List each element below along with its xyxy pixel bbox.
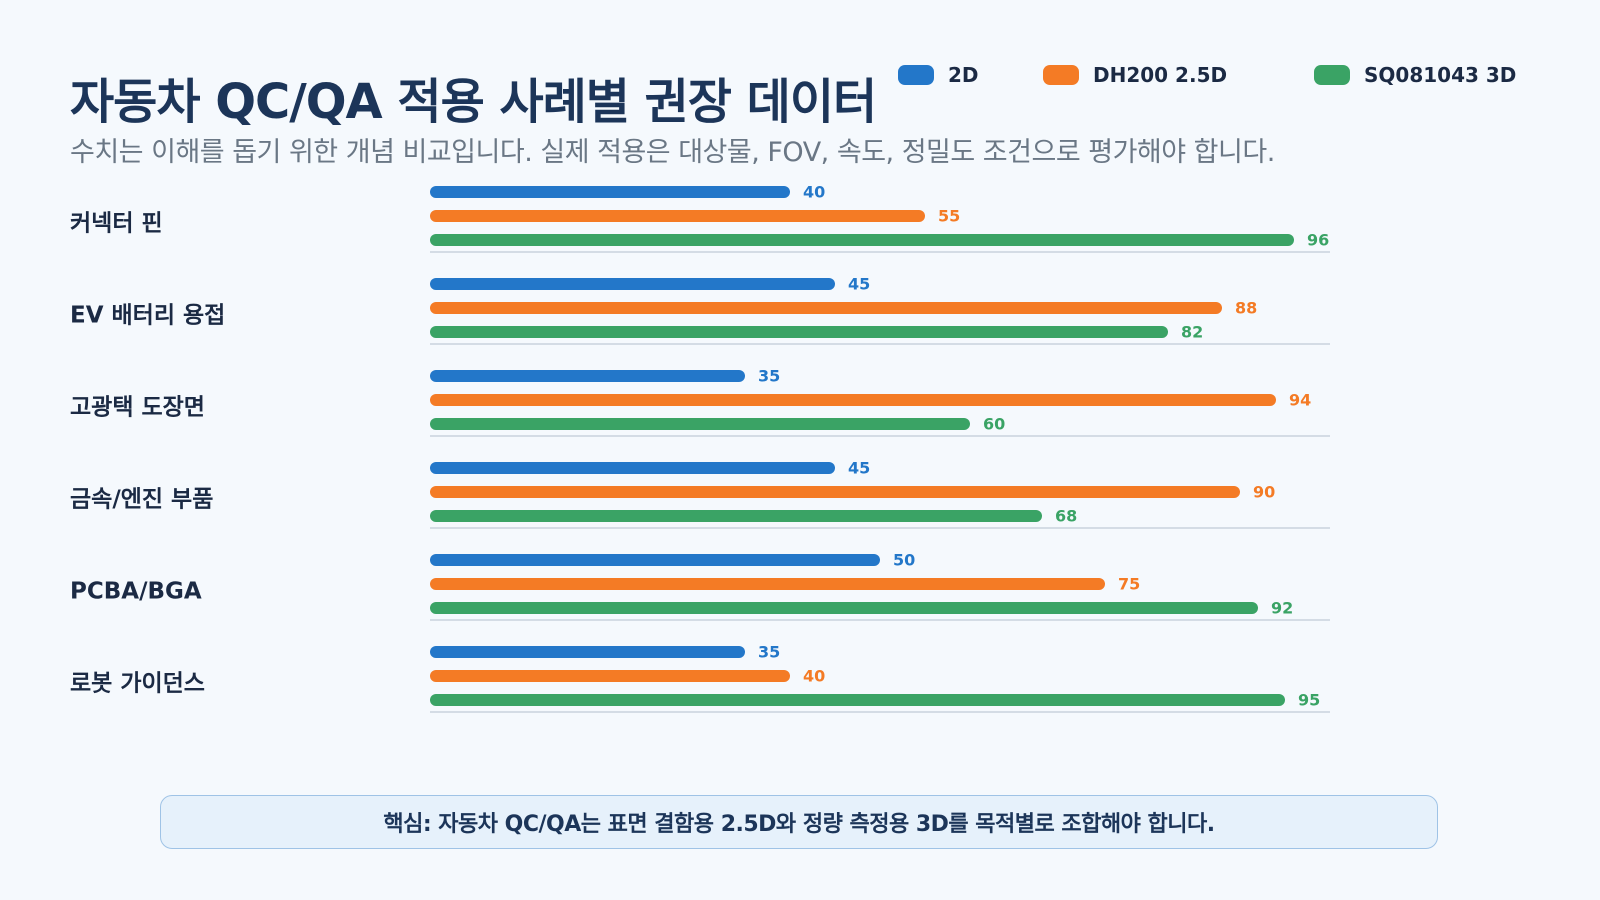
- data-label: 55: [938, 207, 960, 226]
- data-label: 40: [803, 183, 825, 202]
- bar: [430, 186, 790, 198]
- data-label: 92: [1271, 599, 1293, 618]
- bar: [430, 486, 1240, 498]
- page-subtitle: 수치는 이해를 돕기 위한 개념 비교입니다. 실제 적용은 대상물, FOV,…: [70, 137, 1275, 168]
- bar: [430, 302, 1222, 314]
- data-label: 96: [1307, 231, 1329, 250]
- category-label: EV 배터리 용접: [70, 303, 225, 329]
- data-label: 88: [1235, 299, 1257, 318]
- bar-chart: 커넥터 핀 40 55 96 EV 배터리 용접 45 88 82 고광택 도장면 35 94 60 금…: [70, 183, 1330, 713]
- legend-item-2d: 2D: [898, 60, 979, 90]
- bar: [430, 278, 835, 290]
- data-label: 75: [1118, 575, 1140, 594]
- legend-item-2-5d: DH200 2.5D: [1043, 60, 1227, 90]
- legend-label-2-5d: DH200 2.5D: [1093, 63, 1228, 87]
- chart-legend: 2D DH200 2.5D SQ081043 3D: [0, 60, 1600, 92]
- data-label: 68: [1055, 507, 1077, 526]
- bar: [430, 326, 1168, 338]
- bar: [430, 602, 1258, 614]
- legend-item-3d: SQ081043 3D: [1314, 60, 1516, 90]
- bar: [430, 670, 790, 682]
- data-label: 90: [1253, 483, 1275, 502]
- legend-label-2d: 2D: [948, 63, 979, 87]
- data-label: 94: [1289, 391, 1311, 410]
- bar: [430, 418, 970, 430]
- data-label: 45: [848, 275, 870, 294]
- category-label: 고광택 도장면: [70, 395, 205, 421]
- data-label: 95: [1298, 691, 1320, 710]
- key-takeaway-box: 핵심: 자동차 QC/QA는 표면 결함용 2.5D와 정량 측정용 3D를 목…: [160, 795, 1438, 849]
- data-label: 35: [758, 367, 780, 386]
- legend-label-3d: SQ081043 3D: [1364, 63, 1517, 87]
- category-label: PCBA/BGA: [70, 579, 202, 605]
- data-label: 50: [893, 551, 915, 570]
- legend-swatch-2-5d: [1043, 65, 1079, 85]
- bar: [430, 370, 745, 382]
- data-label: 40: [803, 667, 825, 686]
- bar: [430, 234, 1294, 246]
- bar: [430, 510, 1042, 522]
- data-label: 35: [758, 643, 780, 662]
- category-label: 금속/엔진 부품: [70, 487, 213, 513]
- bar: [430, 394, 1276, 406]
- bar: [430, 694, 1285, 706]
- legend-swatch-3d: [1314, 65, 1350, 85]
- key-takeaway-text: 핵심: 자동차 QC/QA는 표면 결함용 2.5D와 정량 측정용 3D를 목…: [383, 812, 1215, 837]
- legend-swatch-2d: [898, 65, 934, 85]
- bar: [430, 646, 745, 658]
- category-label: 로봇 가이던스: [70, 671, 205, 697]
- category-label: 커넥터 핀: [70, 211, 163, 237]
- data-label: 60: [983, 415, 1005, 434]
- bar: [430, 578, 1105, 590]
- bar: [430, 210, 925, 222]
- page-title: 자동차 QC/QA 적용 사례별 권장 데이터: [70, 74, 877, 130]
- data-label: 82: [1181, 323, 1203, 342]
- bar: [430, 462, 835, 474]
- bar: [430, 554, 880, 566]
- data-label: 45: [848, 459, 870, 478]
